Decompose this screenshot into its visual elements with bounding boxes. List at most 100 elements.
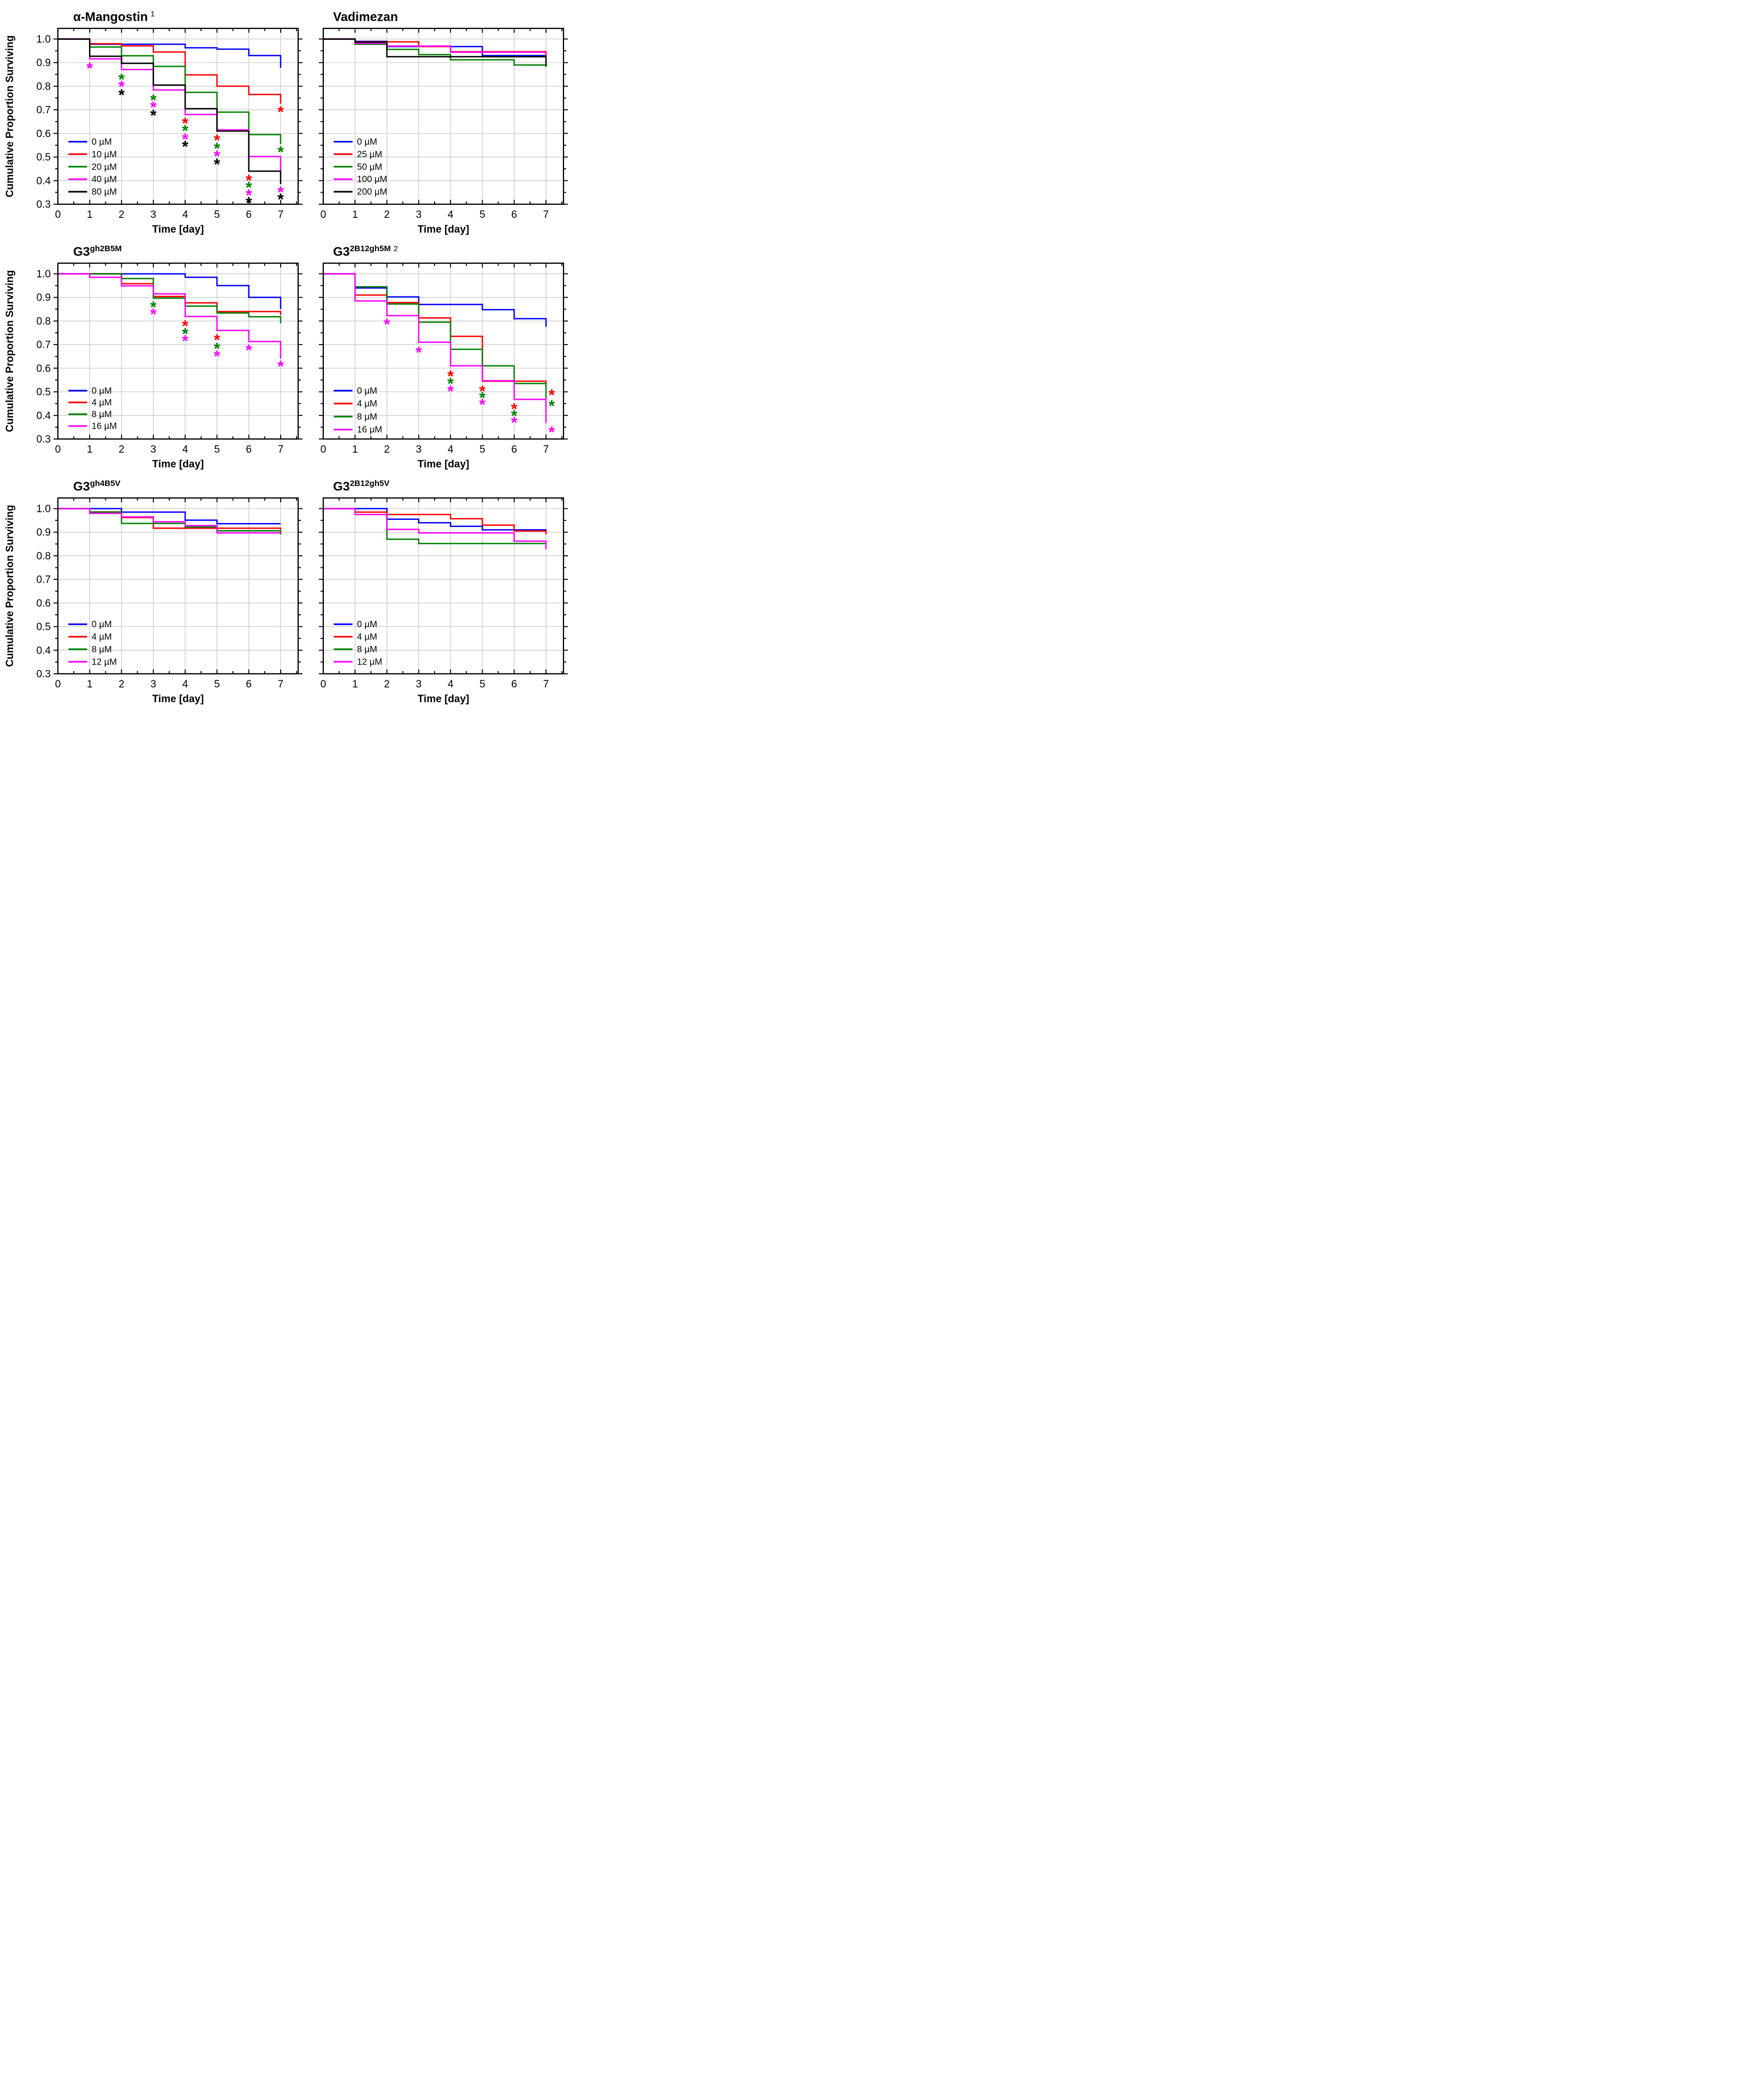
plot-border <box>322 262 565 440</box>
star-magenta: * <box>246 342 252 360</box>
star-red: * <box>182 317 188 335</box>
svg-text:0.9: 0.9 <box>37 292 51 304</box>
series-10µM <box>58 38 282 104</box>
axis-ticks <box>319 28 568 205</box>
series-16µM <box>323 273 547 424</box>
svg-text:4: 4 <box>182 679 188 690</box>
svg-text:2: 2 <box>118 444 124 455</box>
svg-text:1: 1 <box>352 444 358 455</box>
svg-text:6: 6 <box>246 444 252 455</box>
significance-markers: ***** *** ** <box>150 299 284 376</box>
star-green: * <box>182 122 188 140</box>
svg-text:0.6: 0.6 <box>37 598 51 609</box>
svg-text:2: 2 <box>384 209 390 221</box>
svg-text:0: 0 <box>55 444 61 455</box>
x-axis-title: Time [day] <box>418 459 470 470</box>
legend-label: 16 µM <box>357 425 382 435</box>
title-base: G3 <box>73 244 90 259</box>
y-tick-labels: 1.0 0.9 0.8 0.7 0.6 0.5 0.4 0.3 <box>37 269 51 446</box>
panel-title-vadimezan: Vadimezan <box>310 5 583 24</box>
plot-border <box>57 262 299 440</box>
legend-label: 4 µM <box>357 632 377 642</box>
series-12µM <box>58 508 281 534</box>
svg-text:0.9: 0.9 <box>37 527 51 538</box>
svg-text:0.4: 0.4 <box>37 645 51 656</box>
svg-text:0.3: 0.3 <box>37 199 51 211</box>
axis-ticks <box>319 498 568 674</box>
svg-text:0: 0 <box>321 209 327 221</box>
series-4µM <box>323 273 547 384</box>
legend-label: 25 µM <box>357 150 382 159</box>
svg-text:0.7: 0.7 <box>37 574 51 586</box>
significance-markers: *********************** <box>86 60 284 212</box>
star-magenta: * <box>118 78 125 96</box>
star-magenta: * <box>277 183 284 201</box>
legend-label: 8 µM <box>357 412 377 422</box>
title-base: G3 <box>333 244 350 259</box>
axis-ticks <box>54 498 302 674</box>
x-axis-title: Time [day] <box>418 224 470 235</box>
title-base: G3 <box>333 479 350 494</box>
panel-title-g3-2b12gh5v: G32B12gh5V <box>310 475 583 494</box>
svg-text:5: 5 <box>479 209 485 221</box>
star-magenta: * <box>479 396 486 414</box>
x-tick-labels: 0 1 2 3 4 5 6 7 <box>55 679 284 690</box>
legend-label: 16 µM <box>92 422 117 431</box>
series-4µM <box>323 508 547 535</box>
svg-text:0.5: 0.5 <box>37 152 51 163</box>
svg-text:2: 2 <box>384 679 390 690</box>
svg-text:3: 3 <box>151 444 157 455</box>
svg-text:5: 5 <box>479 679 485 690</box>
plot-border <box>57 497 299 675</box>
star-red: * <box>479 382 486 400</box>
star-green: * <box>479 389 486 407</box>
x-tick-labels: 0 1 2 3 4 5 6 7 <box>321 209 549 221</box>
legend-label: 12 µM <box>92 657 117 667</box>
svg-text:0.6: 0.6 <box>37 363 51 375</box>
star-magenta: * <box>549 424 555 442</box>
star-magenta: * <box>150 305 157 323</box>
svg-text:7: 7 <box>543 444 549 455</box>
series-80µM <box>58 38 282 185</box>
legend-label: 8 µM <box>92 410 112 419</box>
panel-alpha-mangostin: α-Mangostin 1 0 µM 10 µM 20 µM 40 µM 80 µM * * *… <box>1 3 310 238</box>
y-axis-title: Cumulative Proportion Surviving <box>4 35 16 198</box>
svg-text:4: 4 <box>182 209 188 221</box>
axis-ticks <box>54 28 302 205</box>
svg-text:0.7: 0.7 <box>37 340 51 351</box>
survival-chart-g3-gh4b5v: 0 µM 4 µM 8 µM 12 µM 0 1 2 3 4 5 6 7 Time [day] 1.0 0.… <box>4 497 302 705</box>
star-magenta: * <box>447 382 454 400</box>
svg-text:6: 6 <box>511 444 517 455</box>
svg-text:3: 3 <box>416 209 422 221</box>
svg-text:6: 6 <box>246 679 252 690</box>
star-magenta: * <box>246 187 252 205</box>
star-magenta: * <box>384 316 390 334</box>
x-axis-title: Time [day] <box>152 459 204 470</box>
star-red: * <box>214 331 221 349</box>
series-200µM <box>323 38 547 67</box>
series-0µM <box>58 273 282 310</box>
title-base: G3 <box>73 479 90 494</box>
star-black: * <box>150 107 157 125</box>
svg-text:3: 3 <box>151 679 157 690</box>
star-magenta: * <box>511 414 518 432</box>
series-16µM <box>58 273 282 359</box>
svg-text:1: 1 <box>87 679 93 690</box>
legend-label: 4 µM <box>92 398 112 408</box>
svg-text:1: 1 <box>87 444 93 455</box>
svg-text:0.4: 0.4 <box>37 410 51 422</box>
star-green: * <box>150 299 157 317</box>
series-8µM <box>58 273 282 324</box>
legend: 0 µM 4 µM 8 µM 16 µM <box>68 386 117 431</box>
svg-text:4: 4 <box>448 679 454 690</box>
svg-text:5: 5 <box>214 209 220 221</box>
svg-text:5: 5 <box>214 444 220 455</box>
x-axis-title: Time [day] <box>418 693 470 705</box>
legend-label: 0 µM <box>92 137 112 147</box>
legend-label: 8 µM <box>357 645 377 655</box>
gridlines <box>58 498 298 674</box>
svg-text:4: 4 <box>448 209 454 221</box>
svg-text:0: 0 <box>321 679 327 690</box>
star-black: * <box>118 86 125 104</box>
